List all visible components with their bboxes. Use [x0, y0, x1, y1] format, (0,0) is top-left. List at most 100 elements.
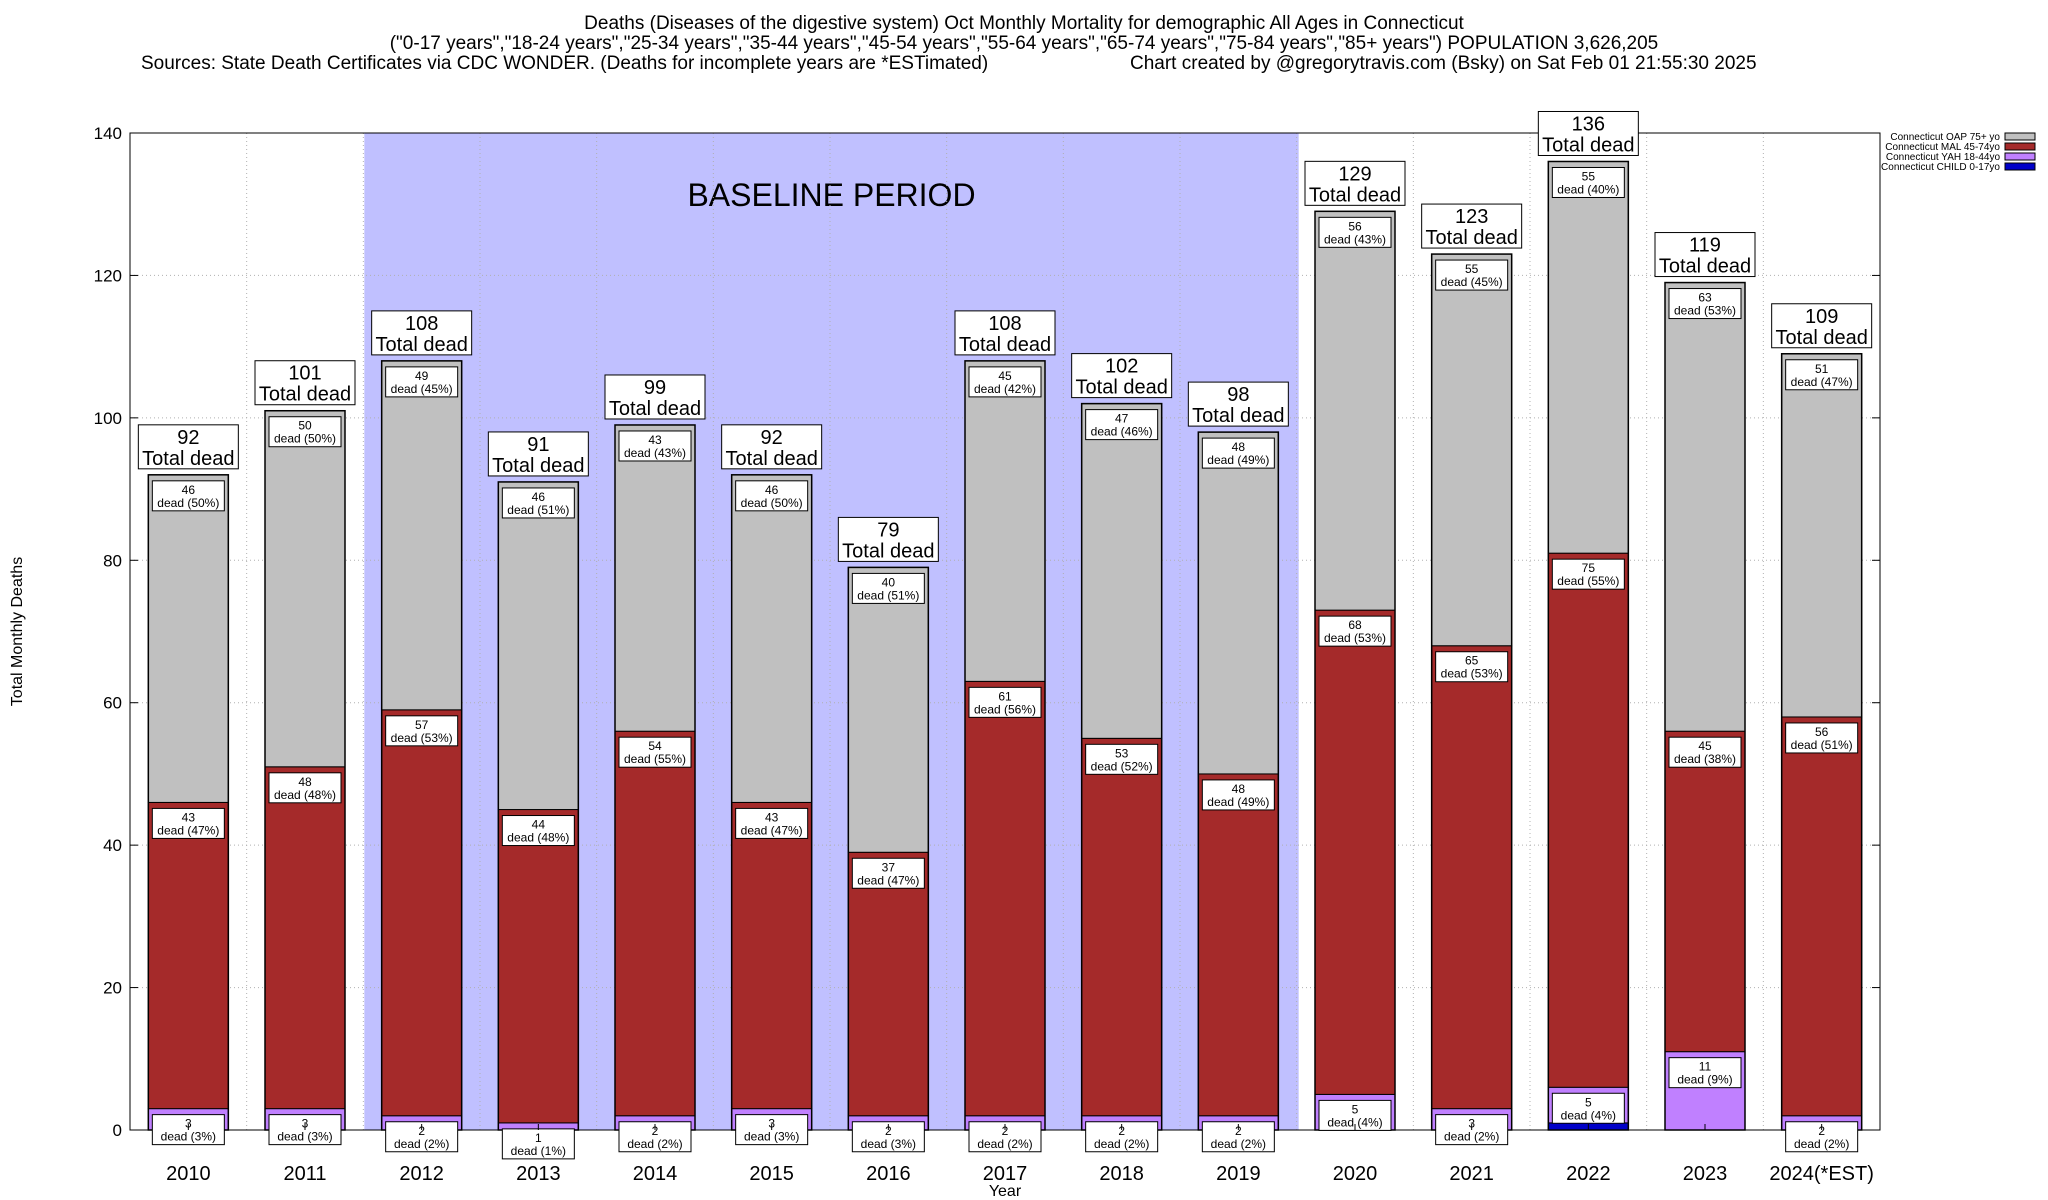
segment-label-box — [1668, 1057, 1742, 1089]
segment-label-box — [385, 366, 459, 398]
segment-label-count: 46 — [182, 483, 196, 497]
bar-segment — [1547, 552, 1629, 1088]
segment-label-count: 48 — [1232, 782, 1246, 796]
segment-label-box — [618, 736, 692, 768]
bar-segment — [1547, 160, 1629, 554]
bar-segment — [497, 481, 579, 811]
segment-label-count: 2 — [1235, 1124, 1242, 1138]
segment-label-percent: dead (49%) — [1207, 795, 1269, 809]
segment-label-percent: dead (47%) — [1791, 375, 1853, 389]
bar-segment — [1664, 282, 1746, 732]
x-tick-label: 2019 — [1216, 1163, 1261, 1185]
segment-label-percent: dead (2%) — [977, 1137, 1032, 1151]
segment-label-count: 50 — [298, 419, 312, 433]
segment-label-box — [151, 480, 225, 512]
segment-label-count: 55 — [1465, 262, 1479, 276]
bar-segment — [1781, 716, 1863, 1117]
bar-segment — [731, 474, 813, 803]
segment-label-percent: dead (47%) — [741, 823, 803, 837]
total-label-box — [721, 424, 823, 470]
segment-label-box — [1785, 359, 1859, 391]
segment-label-count: 51 — [1815, 362, 1829, 376]
segment-label-box — [1201, 779, 1275, 811]
segment-label-percent: dead (51%) — [857, 588, 919, 602]
x-tick-label: 2015 — [749, 1163, 794, 1185]
bar-segment — [264, 766, 346, 1110]
segment-label-box — [1668, 736, 1742, 768]
bar-segment — [264, 410, 346, 768]
segment-label-percent: dead (3%) — [161, 1130, 216, 1144]
total-label-count: 92 — [761, 427, 783, 449]
legend-entry-label: Connecticut YAH 18-44yo — [1886, 152, 2001, 163]
segment-label-count: 2 — [1002, 1124, 1009, 1138]
bar-segment — [1197, 431, 1279, 775]
segment-label-count: 43 — [182, 810, 196, 824]
bar-segment — [1314, 609, 1396, 1095]
segment-label-percent: dead (51%) — [1791, 738, 1853, 752]
segment-label-percent: dead (3%) — [861, 1137, 916, 1151]
total-label-box — [1187, 381, 1289, 427]
total-label-text: Total dead — [492, 455, 584, 477]
segment-label-box — [1085, 743, 1159, 775]
total-label-box — [1771, 303, 1873, 349]
total-label-text: Total dead — [259, 384, 351, 406]
segment-label-count: 55 — [1582, 169, 1596, 183]
total-label-box — [837, 516, 939, 562]
segment-label-box — [851, 857, 925, 889]
segment-label-count: 56 — [1815, 725, 1829, 739]
segment-label-box — [968, 366, 1042, 398]
chart-sources: Sources: State Death Certificates via CD… — [141, 53, 989, 74]
total-label-text: Total dead — [609, 398, 701, 420]
total-label-text: Total dead — [1542, 134, 1634, 156]
segment-label-percent: dead (47%) — [857, 873, 919, 887]
y-tick-label: 140 — [94, 124, 122, 143]
x-tick-label: 2022 — [1566, 1163, 1611, 1185]
bar-segment — [964, 680, 1046, 1117]
chart-title: Deaths (Diseases of the digestive system… — [584, 13, 1464, 34]
segment-label-count: 53 — [1115, 746, 1129, 760]
segment-label-count: 48 — [298, 775, 312, 789]
bar-segment — [614, 424, 696, 732]
x-tick-label: 2010 — [166, 1163, 211, 1185]
segment-label-percent: dead (43%) — [1324, 232, 1386, 246]
segment-label-percent: dead (52%) — [1091, 759, 1153, 773]
segment-label-box — [1201, 437, 1275, 469]
legend-entry-swatch — [2004, 152, 2036, 161]
segment-label-percent: dead (53%) — [1441, 667, 1503, 681]
segment-label-count: 2 — [652, 1124, 659, 1138]
total-label-box — [1304, 160, 1406, 206]
segment-label-box — [1668, 288, 1742, 320]
total-label-count: 108 — [988, 313, 1021, 335]
bar-segment — [147, 474, 229, 803]
segment-label-count: 46 — [532, 490, 546, 504]
segment-label-box — [1318, 216, 1392, 248]
bar-segment — [147, 801, 229, 1110]
total-label-text: Total dead — [1192, 405, 1284, 427]
bar-segment — [1431, 645, 1513, 1110]
chart-subtitle-demographics: ("0-17 years","18-24 years","25-34 years… — [389, 33, 1659, 54]
segment-label-percent: dead (40%) — [1557, 182, 1619, 196]
total-label-count: 129 — [1338, 163, 1371, 185]
segment-label-count: 61 — [998, 689, 1012, 703]
segment-label-percent: dead (2%) — [1444, 1130, 1499, 1144]
segment-label-percent: dead (9%) — [1677, 1073, 1732, 1087]
segment-label-percent: dead (2%) — [627, 1137, 682, 1151]
total-label-box — [1421, 203, 1523, 249]
legend-entry-swatch — [2004, 132, 2036, 141]
segment-label-percent: dead (55%) — [1557, 574, 1619, 588]
segment-label-box — [501, 487, 575, 519]
segment-label-percent: dead (50%) — [274, 432, 336, 446]
segment-label-box — [1551, 558, 1625, 590]
total-label-box — [487, 431, 589, 477]
y-axis-label: Total Monthly Deaths — [9, 557, 26, 706]
segment-label-count: 2 — [885, 1124, 892, 1138]
y-tick-label: 60 — [103, 694, 122, 713]
total-label-count: 102 — [1105, 356, 1138, 378]
